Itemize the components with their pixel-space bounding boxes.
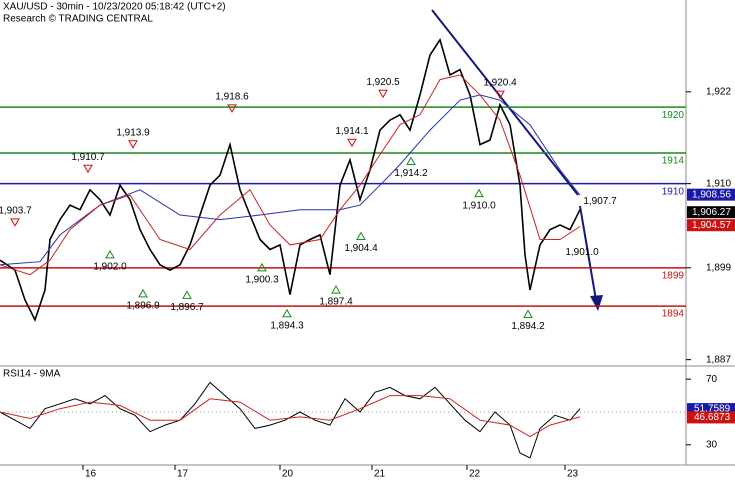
series-line: [0, 381, 581, 459]
high-marker: [347, 138, 357, 148]
forecast-arrow: [579, 205, 597, 301]
rsi-tick-label: 30: [706, 439, 718, 450]
series-line: [0, 74, 581, 276]
level-label: 1914: [662, 156, 685, 167]
annotation-label: 1,897.4: [319, 297, 353, 308]
low-marker: [257, 262, 267, 272]
series-line: [0, 395, 581, 438]
y-tick-label: 1,910: [706, 178, 731, 189]
low-marker: [331, 285, 341, 294]
rsi-title: RSI14 - 9MA: [3, 369, 61, 380]
annotation-label: 1,900.3: [245, 275, 279, 286]
annotation-label: 1,903.7: [0, 205, 32, 216]
level-label: 1899: [662, 270, 685, 281]
annotation-label: 1,904.4: [344, 243, 378, 254]
annotation-label: 1,920.4: [483, 78, 517, 89]
low-marker: [356, 231, 366, 240]
x-tick-label: 23: [567, 469, 579, 480]
low-marker: [282, 308, 292, 318]
annotation-label: 1,918.6: [215, 91, 249, 102]
rsi-value-label: 46.6873: [694, 412, 731, 423]
annotation-label: 1,896.9: [126, 301, 160, 312]
last-value-label: 1,908.56: [692, 189, 731, 200]
rsi-value-box: [687, 411, 735, 424]
x-tick-label: 17: [177, 469, 189, 480]
x-tick-label: 21: [374, 469, 386, 480]
annotation-label: 1,914.1: [335, 126, 369, 137]
x-tick-label: 16: [85, 469, 97, 480]
annotation-label: 1,910.0: [462, 200, 496, 211]
chart-title: XAU/USD - 30min - 10/23/2020 05:18:42 (U…: [3, 2, 226, 13]
annotation-label: 1,914.2: [394, 168, 428, 179]
series-line: [0, 37, 581, 322]
rsi-value-label: 51.7589: [694, 404, 731, 415]
low-marker: [182, 290, 192, 299]
low-marker: [406, 156, 416, 166]
annotation-label: 1,894.3: [270, 320, 304, 331]
trend-line: [431, 9, 579, 196]
annotation-label: 1,913.9: [116, 127, 150, 138]
annotation-label: 1,901.0: [565, 247, 599, 258]
low-marker: [138, 288, 148, 298]
high-marker: [10, 218, 20, 227]
arrow-head: [590, 295, 603, 311]
low-marker: [105, 249, 115, 259]
high-marker: [227, 104, 237, 113]
last-value-label: 1,904.57: [692, 220, 731, 231]
last-value-box: [687, 206, 735, 219]
annotation-label: 1,910.7: [71, 152, 105, 163]
y-tick-label: 1,899: [706, 262, 731, 273]
annotation-label: 1,896.7: [170, 302, 204, 313]
low-marker: [523, 309, 533, 319]
last-value-box: [687, 219, 735, 232]
high-marker: [128, 140, 138, 149]
level-label: 1920: [662, 110, 685, 121]
rsi-tick-label: 70: [706, 374, 718, 385]
last-value-label: 1,906.27: [692, 207, 731, 218]
y-tick-label: 1,887: [706, 354, 731, 365]
level-label: 1894: [662, 309, 685, 320]
last-value-box: [687, 188, 735, 201]
x-tick-label: 22: [469, 469, 481, 480]
annotation-label: 1,902.0: [93, 262, 127, 273]
y-tick-label: 1,922: [706, 86, 731, 97]
low-marker: [474, 188, 484, 198]
annotation-label: 1,907.7: [583, 196, 617, 207]
high-marker: [83, 164, 93, 174]
annotation-label: 1,920.5: [366, 77, 400, 88]
high-marker: [378, 89, 388, 99]
chart-subtitle: Research © TRADING CENTRAL: [3, 14, 153, 25]
high-marker: [495, 90, 505, 100]
level-label: 1910: [662, 186, 685, 197]
annotation-label: 1,894.2: [511, 321, 545, 332]
x-tick-label: 20: [282, 469, 294, 480]
